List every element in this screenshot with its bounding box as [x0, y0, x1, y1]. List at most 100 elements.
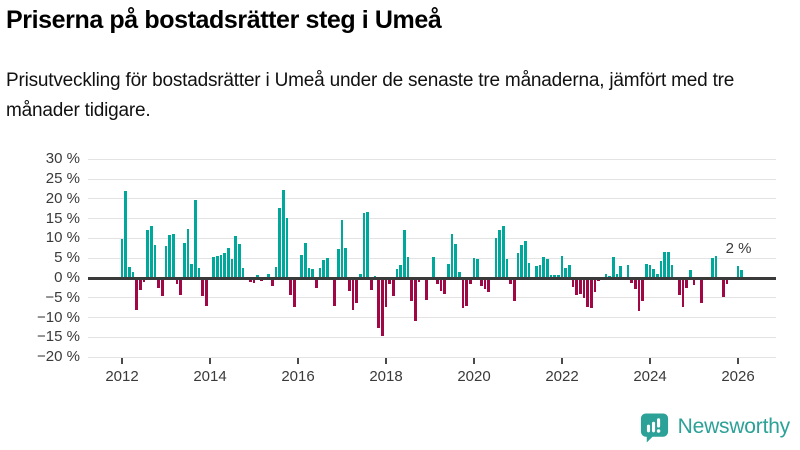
bar	[377, 278, 381, 328]
bar	[226, 247, 230, 278]
bar	[380, 278, 384, 336]
bar	[307, 267, 311, 278]
page-title: Priserna på bostadsrätter steg i Umeå	[6, 6, 442, 34]
bar	[259, 278, 263, 282]
bar	[699, 278, 703, 304]
bar	[120, 238, 124, 278]
bar	[230, 258, 234, 278]
bar	[314, 278, 318, 289]
bar	[740, 270, 744, 278]
bar	[516, 253, 520, 278]
bar	[659, 260, 663, 278]
bar	[604, 274, 608, 278]
bar	[395, 269, 399, 278]
bar	[270, 278, 274, 287]
bar	[344, 248, 348, 278]
bar	[630, 278, 634, 284]
bar	[355, 278, 359, 304]
bar	[677, 278, 681, 296]
x-axis-tick	[473, 358, 475, 365]
bar	[721, 278, 725, 297]
bar	[652, 268, 656, 278]
gridline	[88, 178, 776, 180]
bar	[300, 255, 304, 278]
chart-subtitle: Prisutveckling för bostadsrätter i Umeå …	[6, 70, 735, 122]
bar	[512, 278, 516, 301]
bar	[333, 278, 337, 306]
bar	[538, 265, 542, 278]
bar	[586, 278, 590, 307]
bar	[644, 264, 648, 278]
x-axis-tick-label: 2012	[105, 368, 139, 386]
x-axis-tick	[737, 358, 739, 365]
bar	[692, 278, 696, 286]
bar	[274, 267, 278, 278]
bar	[641, 278, 645, 302]
x-axis-tick-label: 2016	[281, 368, 315, 386]
gridline	[88, 158, 776, 160]
y-axis-tick-label: 30 %	[45, 150, 80, 168]
newsworthy-logo-icon	[640, 412, 668, 443]
bar	[197, 268, 201, 278]
newsworthy-branding: Newsworthy	[639, 410, 790, 444]
bar	[219, 254, 223, 278]
bar	[615, 274, 619, 278]
bar	[179, 278, 183, 295]
y-axis-tick-label: −5 %	[45, 288, 80, 306]
bar	[138, 278, 142, 291]
bar	[311, 269, 315, 278]
bar	[509, 278, 513, 284]
bar	[688, 270, 692, 278]
y-axis-tick-label: −20 %	[37, 348, 80, 366]
bar	[670, 264, 674, 278]
gridline	[88, 218, 776, 220]
bar	[157, 278, 161, 289]
bar	[303, 242, 307, 278]
bar	[186, 228, 190, 278]
bar	[399, 265, 403, 278]
bar	[663, 252, 667, 278]
bar	[267, 274, 271, 278]
bar	[468, 278, 472, 284]
bar	[487, 278, 491, 293]
bar	[443, 278, 447, 294]
x-axis-tick-label: 2022	[545, 368, 579, 386]
bar	[292, 278, 296, 308]
bar	[505, 258, 509, 278]
bar	[362, 213, 366, 278]
bar	[190, 264, 194, 278]
bar	[252, 278, 256, 283]
bar	[626, 265, 630, 278]
bar	[413, 278, 417, 322]
bar	[237, 244, 241, 278]
bar	[725, 278, 729, 284]
x-axis-tick	[297, 358, 299, 365]
bar	[435, 278, 439, 285]
gridline	[88, 198, 776, 200]
bar	[582, 278, 586, 298]
bar	[402, 230, 406, 278]
bar	[289, 278, 293, 295]
y-axis-tick-label: 15 %	[45, 209, 80, 227]
bar	[131, 272, 135, 278]
gridline	[88, 317, 776, 319]
bar	[153, 245, 157, 278]
bar	[439, 278, 443, 291]
bar	[424, 278, 428, 300]
bar	[476, 258, 480, 278]
bar	[142, 278, 146, 283]
bar	[318, 268, 322, 278]
bar	[278, 208, 282, 278]
bar	[369, 278, 373, 291]
x-axis-tick	[209, 358, 211, 365]
bar	[325, 257, 329, 278]
bar	[461, 278, 465, 309]
bar	[483, 278, 487, 289]
y-axis-tick-label: −15 %	[37, 328, 80, 346]
bar	[637, 278, 641, 312]
bar	[685, 278, 689, 288]
bar	[479, 278, 483, 286]
bar	[501, 226, 505, 278]
bar	[281, 190, 285, 278]
bar	[351, 278, 355, 311]
